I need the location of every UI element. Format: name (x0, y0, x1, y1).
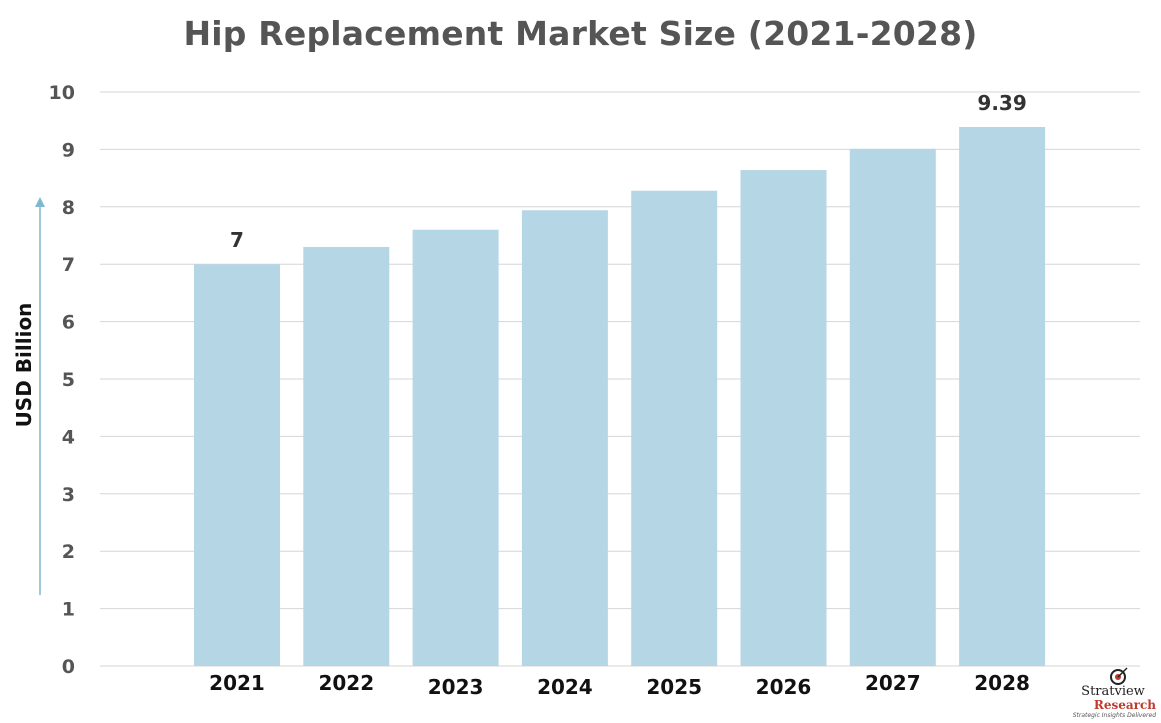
y-tick-label: 9 (62, 139, 75, 161)
logo-sub-text: Research (1093, 698, 1156, 712)
bar-2021 (194, 264, 280, 666)
bar-2026 (740, 170, 827, 666)
bar-2024 (521, 210, 608, 666)
x-tick-label: 2025 (646, 675, 702, 699)
y-tick-labels: 0 1 2 3 4 5 6 7 8 9 10 (49, 82, 75, 678)
logo-main-text: Stratview (1081, 684, 1145, 699)
y-tick-label: 10 (49, 82, 75, 104)
bar-2023 (412, 229, 499, 666)
y-axis-arrow-head (35, 197, 45, 207)
y-tick-label: 5 (62, 369, 75, 391)
x-tick-label: 2024 (537, 675, 593, 699)
stratview-logo: Stratview Research Strategic Insights De… (1068, 665, 1158, 719)
bar-2025 (631, 190, 718, 666)
y-tick-label: 8 (62, 197, 75, 219)
target-arrow-icon (1110, 667, 1128, 685)
data-label-2028: 9.39 (977, 91, 1026, 115)
y-tick-label: 6 (62, 312, 75, 334)
y-tick-label: 3 (62, 484, 75, 506)
bars (194, 127, 1046, 667)
chart-title: Hip Replacement Market Size (2021-2028) (183, 14, 978, 53)
x-tick-label: 2023 (428, 675, 484, 699)
y-tick-label: 2 (62, 541, 75, 563)
x-tick-label: 2027 (865, 671, 921, 695)
y-tick-label: 1 (62, 599, 75, 621)
x-tick-label: 2022 (318, 671, 374, 695)
bar-2027 (849, 148, 936, 667)
y-tick-label: 4 (62, 426, 75, 448)
logo-tagline: Strategic Insights Delivered (1072, 712, 1156, 719)
data-label-2021: 7 (230, 228, 244, 252)
x-tick-label: 2021 (209, 671, 265, 695)
x-tick-labels: 2021 2022 2023 2024 2025 2026 2027 2028 (209, 671, 1030, 699)
y-tick-label: 0 (62, 656, 75, 678)
y-axis-arrow (35, 197, 45, 595)
x-tick-label: 2026 (756, 675, 812, 699)
data-labels: 79.39 (230, 91, 1027, 252)
bar-2028 (959, 127, 1046, 667)
y-tick-label: 7 (62, 254, 75, 276)
bar-2022 (303, 246, 390, 667)
x-tick-label: 2028 (974, 671, 1030, 695)
